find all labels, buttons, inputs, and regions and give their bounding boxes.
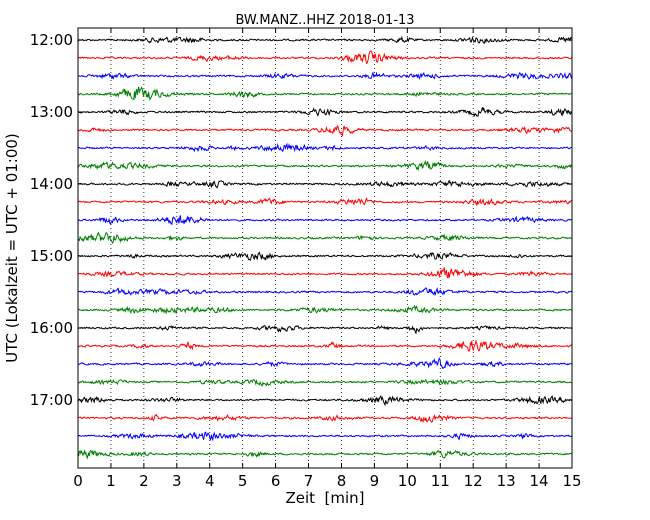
trace-13:45: [77, 159, 573, 172]
trace-15:45: [77, 304, 573, 315]
trace-16:45: [77, 378, 573, 387]
trace-17:00: [77, 395, 573, 407]
trace-16:30: [77, 357, 573, 370]
seismic-traces: [77, 35, 573, 460]
trace-13:15: [77, 125, 573, 137]
trace-14:45: [77, 231, 573, 244]
y-axis: 12:00 13:00 14:00 15:00 16:00 17:00: [30, 31, 572, 409]
trace-17:45: [77, 449, 573, 460]
y-tick-label: 16:00: [30, 319, 73, 337]
y-tick-label: 17:00: [30, 391, 73, 409]
x-tick-label: 0: [73, 472, 83, 490]
x-tick-label: 2: [139, 472, 149, 490]
trace-13:00: [77, 107, 573, 117]
y-axis-label: UTC (Lokalzeit = UTC + 01:00): [3, 133, 21, 363]
grid-lines: [110, 28, 540, 468]
x-tick-label: 8: [337, 472, 347, 490]
x-tick-label: 15: [562, 472, 581, 490]
y-tick-label: 14:00: [30, 175, 73, 193]
x-tick-label: 3: [172, 472, 182, 490]
trace-14:30: [77, 215, 573, 226]
x-tick-label: 9: [370, 472, 380, 490]
trace-12:00: [77, 35, 573, 44]
x-tick-label: 12: [464, 472, 483, 490]
trace-14:15: [77, 197, 573, 207]
trace-12:30: [77, 71, 573, 81]
trace-14:00: [78, 179, 573, 189]
trace-16:00: [77, 324, 573, 335]
x-tick-label: 13: [497, 472, 516, 490]
x-tick-label: 4: [205, 472, 215, 490]
x-tick-label: 5: [238, 472, 248, 490]
y-tick-label: 15:00: [30, 247, 73, 265]
x-tick-label: 6: [271, 472, 281, 490]
trace-12:15: [77, 50, 573, 65]
trace-15:15: [77, 267, 573, 279]
x-tick-label: 14: [530, 472, 549, 490]
trace-15:00: [77, 251, 573, 262]
plot-area: [78, 28, 572, 468]
trace-17:30: [77, 431, 573, 442]
y-tick-label: 13:00: [30, 103, 73, 121]
trace-15:30: [77, 287, 573, 297]
x-tick-label: 7: [304, 472, 314, 490]
trace-17:15: [77, 413, 573, 423]
y-tick-label: 12:00: [30, 31, 73, 49]
x-tick-label: 1: [106, 472, 116, 490]
trace-13:30: [77, 142, 573, 153]
x-axis-label: Zeit [min]: [285, 489, 364, 507]
x-tick-label: 11: [431, 472, 450, 490]
x-tick-label: 10: [398, 472, 417, 490]
trace-16:15: [77, 339, 573, 353]
chart-title: BW.MANZ..HHZ 2018-01-13: [235, 13, 414, 28]
plot-frame: [77, 27, 573, 469]
x-axis: 0 1 2 3 4 5 6 7 8 9 10 11 12 13 14 15: [73, 28, 582, 490]
trace-12:45: [77, 86, 573, 101]
